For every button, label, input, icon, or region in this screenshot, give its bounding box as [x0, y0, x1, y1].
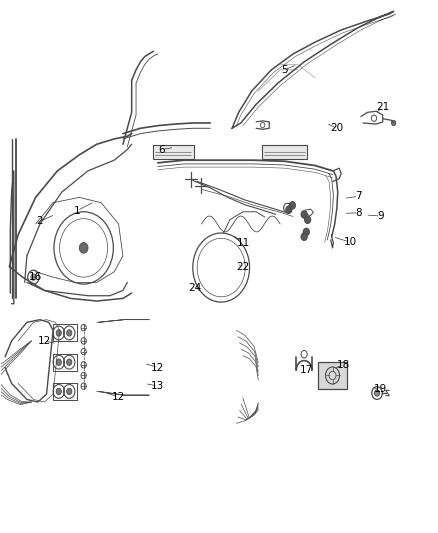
Text: 18: 18	[337, 360, 350, 370]
Circle shape	[31, 274, 36, 280]
Text: 11: 11	[237, 238, 250, 247]
Text: 2: 2	[37, 216, 43, 227]
Text: 17: 17	[300, 365, 313, 375]
Text: 22: 22	[237, 262, 250, 271]
Circle shape	[392, 120, 396, 126]
Circle shape	[301, 211, 307, 218]
Circle shape	[79, 243, 88, 253]
Circle shape	[56, 388, 61, 394]
Text: 20: 20	[330, 123, 343, 133]
Text: 19: 19	[374, 384, 387, 394]
Text: 5: 5	[281, 65, 288, 75]
Text: 21: 21	[376, 102, 389, 112]
Circle shape	[289, 201, 295, 209]
FancyBboxPatch shape	[152, 146, 194, 159]
Text: 16: 16	[29, 272, 42, 282]
Circle shape	[286, 206, 292, 213]
Text: 8: 8	[355, 208, 362, 218]
Circle shape	[374, 390, 380, 396]
Text: 12: 12	[38, 336, 51, 346]
Text: 13: 13	[151, 381, 165, 391]
Circle shape	[67, 330, 72, 336]
FancyBboxPatch shape	[318, 362, 347, 389]
Circle shape	[56, 359, 61, 366]
Text: 12: 12	[151, 362, 165, 373]
Circle shape	[67, 359, 72, 366]
Text: 10: 10	[343, 237, 357, 247]
Circle shape	[303, 228, 309, 236]
Text: 7: 7	[355, 191, 362, 201]
Circle shape	[301, 233, 307, 240]
Circle shape	[304, 216, 311, 223]
Text: 12: 12	[112, 392, 125, 402]
Text: 1: 1	[74, 206, 81, 216]
Circle shape	[67, 388, 72, 394]
Text: 9: 9	[377, 211, 384, 221]
Text: 6: 6	[158, 144, 165, 155]
Text: 24: 24	[188, 283, 201, 293]
Circle shape	[56, 330, 61, 336]
FancyBboxPatch shape	[262, 146, 307, 159]
